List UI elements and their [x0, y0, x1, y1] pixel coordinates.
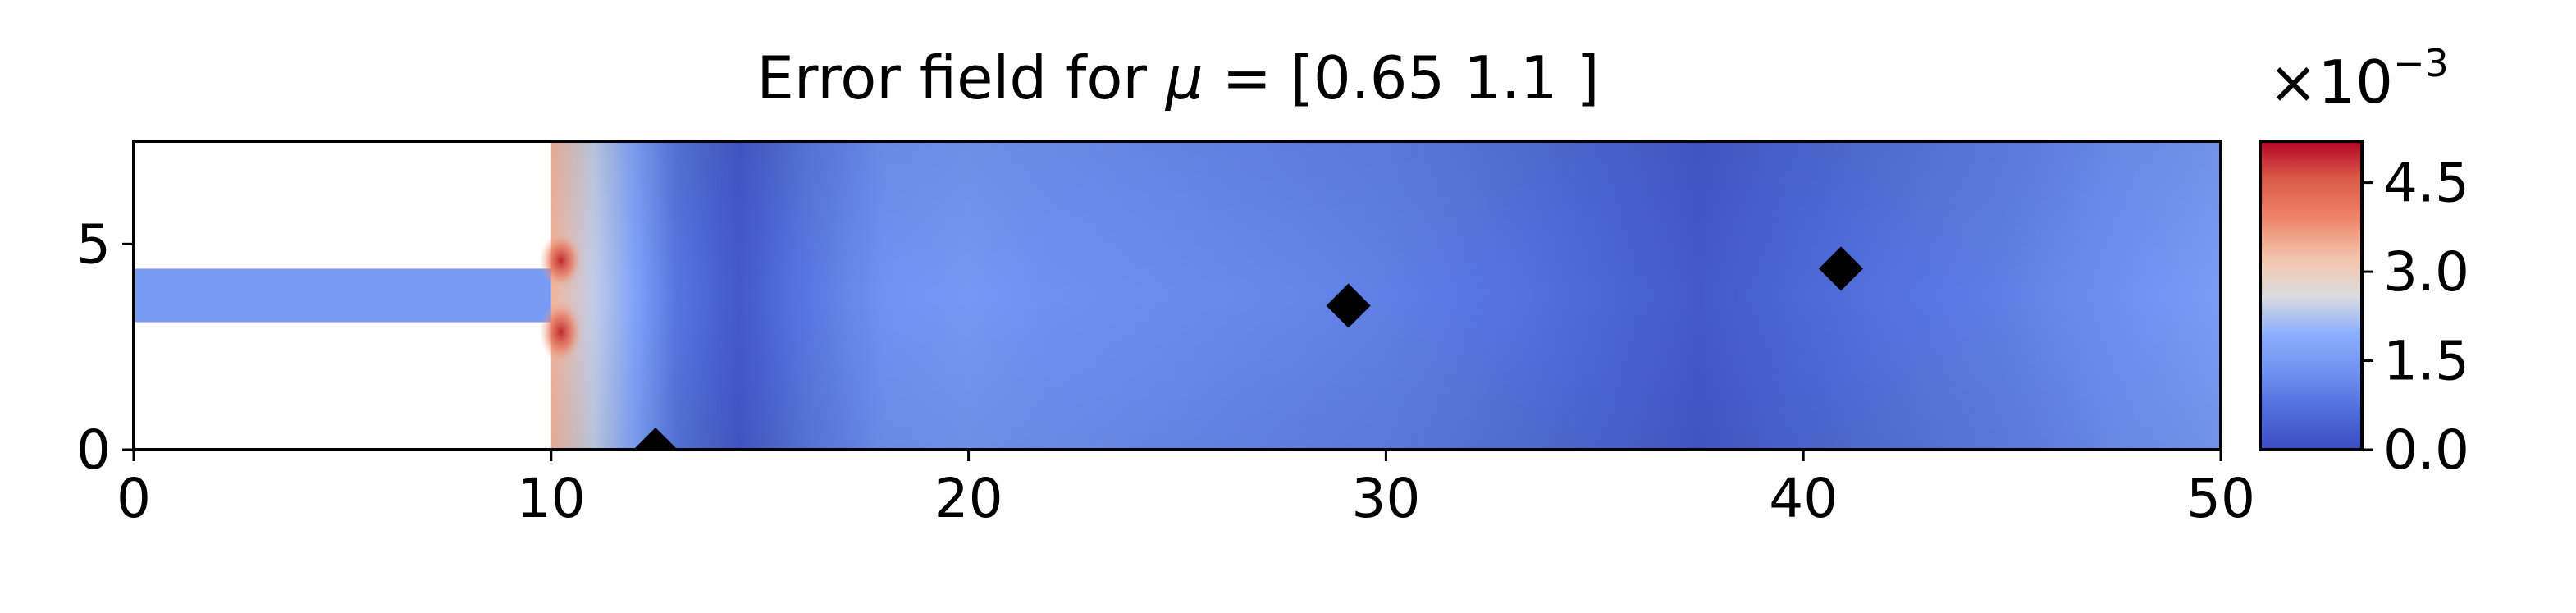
x-tick-label: 40: [1769, 467, 1838, 530]
x-tick-label: 50: [2186, 467, 2255, 530]
colorbar-frame: [2259, 140, 2364, 451]
colorbar-tick-label: 1.5: [2383, 330, 2469, 393]
x-tick-label: 20: [934, 467, 1003, 530]
plot-area: [134, 141, 2221, 450]
sensor-markers: [633, 246, 1863, 450]
x-axis: 0 10 20 30 40 50: [116, 450, 2255, 530]
colorbar: 0.0 1.5 3.0 4.5 ×10−3: [2259, 41, 2469, 482]
y-axis: 05: [76, 213, 134, 482]
colorbar-ticks: 0.0 1.5 3.0 4.5: [2362, 152, 2469, 482]
x-tick-label: 0: [116, 467, 151, 530]
error-field-shading: [550, 141, 2221, 450]
y-tick-label: 5: [76, 213, 111, 276]
inlet-channel-field: [134, 268, 551, 323]
y-tick-label: 0: [76, 419, 111, 482]
colorbar-scale: [2260, 141, 2362, 450]
x-tick-label: 30: [1351, 467, 1420, 530]
colorbar-tick-label: 3.0: [2383, 240, 2469, 304]
x-tick-label: 10: [517, 467, 586, 530]
axes-frame: [132, 140, 2222, 451]
colorbar-tick-label: 0.0: [2383, 419, 2469, 482]
colorbar-tick-label: 4.5: [2383, 152, 2469, 215]
sensor-marker-3: [1818, 246, 1863, 291]
colorbar-multiplier: ×10−3: [2268, 41, 2449, 117]
sensor-marker-1: [633, 428, 678, 450]
corner-hotspot-upper: [539, 232, 582, 289]
sensor-marker-2: [1326, 283, 1371, 328]
corner-hotspot-lower: [539, 300, 582, 364]
chart-title: Error field for μ = [0.65 1.1 ]: [756, 43, 1599, 112]
